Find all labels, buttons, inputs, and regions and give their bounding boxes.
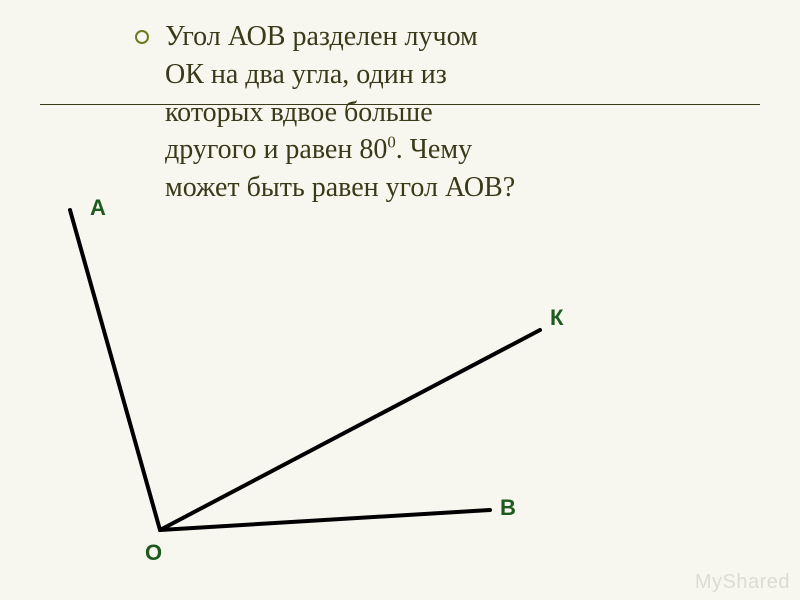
title-line-1: Угол АОВ разделен лучом — [165, 21, 478, 52]
bullet-marker — [135, 30, 149, 44]
title-divider — [40, 104, 760, 105]
label-K: К — [550, 305, 563, 331]
label-B: В — [500, 495, 516, 521]
title-line-4b: . Чему — [396, 134, 472, 165]
ray-OK — [160, 330, 540, 530]
problem-text: Угол АОВ разделен лучом ОК на два угла, … — [165, 18, 765, 207]
watermark: MyShared — [695, 571, 790, 594]
title-line-3: которых вдвое больше — [165, 97, 433, 128]
title-line-4a: другого и равен 80 — [165, 134, 387, 165]
label-O: О — [145, 540, 162, 566]
ray-OB — [160, 510, 490, 530]
title-line-2: ОК на два угла, один из — [165, 59, 447, 90]
title-sup: 0 — [387, 133, 395, 152]
ray-OA — [70, 210, 160, 530]
angle-diagram: А К В О — [40, 190, 600, 570]
label-A: А — [90, 195, 106, 221]
diagram-svg — [40, 190, 600, 570]
